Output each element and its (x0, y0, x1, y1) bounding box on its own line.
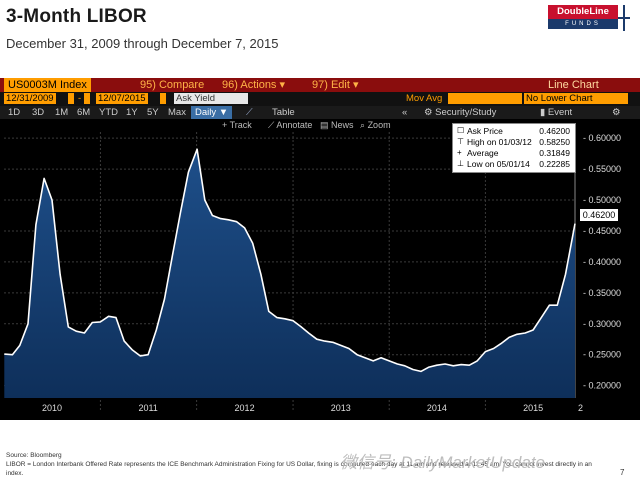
start-cal-icon[interactable] (68, 93, 74, 104)
bloomberg-title-bar: US0003M Index 95) Compare 96) Actions ▾ … (0, 78, 640, 92)
event-button[interactable]: ▮ Event (540, 107, 573, 118)
news-icon: ▤ (320, 120, 329, 130)
menu-actions[interactable]: 96) Actions ▾ (222, 79, 286, 91)
y-tick-label: - 0.20000 (583, 381, 621, 391)
average-icon: + (457, 148, 462, 157)
end-cal-icon-2[interactable] (160, 93, 166, 104)
security-study-button[interactable]: ⚙ Security/Study (424, 107, 497, 118)
y-tick-label: - 0.40000 (583, 257, 621, 267)
bloomberg-period-bar: 1D 3D 1M 6M YTD 1Y 5Y Max Daily ▼ ⟋ Tabl… (0, 106, 640, 119)
x-tick-label-2: 2 (578, 403, 583, 413)
y-tick-label: - 0.50000 (583, 195, 621, 205)
period-1y[interactable]: 1Y (126, 107, 138, 118)
event-icon: ▮ (540, 107, 546, 118)
logo-cross-icon (618, 5, 630, 31)
period-3d[interactable]: 3D (32, 107, 45, 118)
zoom-tool[interactable]: ⌕ Zoom (360, 120, 391, 130)
doubleline-logo: DoubleLine FUNDS (548, 5, 630, 31)
news-tool[interactable]: ▤ News (320, 120, 354, 130)
low-icon: ⊥ (457, 159, 464, 168)
period-max[interactable]: Max (168, 107, 186, 118)
high-icon: ⊤ (457, 137, 464, 146)
chart-mode[interactable]: Line Chart (548, 79, 599, 91)
ask-price-icon: ☐ (457, 126, 465, 135)
page-number: 7 (620, 468, 625, 477)
period-1d[interactable]: 1D (8, 107, 21, 118)
logo-wordmark: DoubleLine (548, 5, 618, 19)
x-tick-label: 2010 (42, 403, 62, 413)
table-button[interactable]: Table (272, 107, 295, 118)
security-ticker[interactable]: US0003M Index (4, 78, 91, 92)
security-study-icon: ⚙ (424, 107, 433, 118)
track-icon: + (222, 120, 228, 130)
date-separator: - (78, 93, 82, 104)
mov-avg-field[interactable] (448, 93, 522, 104)
logo-funds: FUNDS (548, 19, 618, 29)
source-note: Source: Bloomberg (6, 452, 62, 459)
page-title: 3-Month LIBOR (6, 6, 147, 27)
period-1m[interactable]: 1M (55, 107, 69, 118)
x-tick-label: 2013 (331, 403, 351, 413)
chart-legend: ☐ Ask Price 0.46200 ⊤ High on 01/03/12 0… (452, 123, 576, 173)
chart-type-icon[interactable]: ⟋ (246, 107, 253, 118)
x-tick-label: 2014 (427, 403, 447, 413)
start-date-field[interactable]: 12/31/2009 (4, 93, 56, 104)
y-tick-label: - 0.60000 (583, 133, 621, 143)
legend-row-average: + Average 0.31849 (457, 148, 570, 158)
y-tick-label: - 0.35000 (583, 288, 621, 298)
period-6m[interactable]: 6M (77, 107, 91, 118)
x-tick-label: 2011 (138, 403, 157, 413)
series-line (4, 148, 576, 373)
legend-row-ask: ☐ Ask Price 0.46200 (457, 126, 570, 136)
x-tick-label: 2012 (235, 403, 255, 413)
footnote: LIBOR = London Interbank Offered Rate re… (6, 461, 592, 477)
libor-chart: - 0.20000 - 0.25000 - 0.30000 - 0.35000 - 0.… (4, 132, 621, 413)
menu-edit[interactable]: 97) Edit ▾ (312, 79, 359, 91)
y-tick-label: - 0.55000 (583, 164, 621, 174)
menu-compare[interactable]: 95) Compare (140, 79, 205, 91)
watermark: 微信号: DailyMarketUpdate (340, 453, 546, 472)
period-5y[interactable]: 5Y (147, 107, 159, 118)
period-ytd[interactable]: YTD (99, 107, 118, 118)
track-tool[interactable]: + Track (222, 120, 252, 130)
legend-row-high: ⊤ High on 01/03/12 0.58250 (457, 137, 570, 147)
collapse-icon[interactable]: « (402, 107, 408, 118)
frequency-select[interactable]: Daily ▼ (191, 106, 233, 119)
y-tick-label: - 0.45000 (583, 226, 621, 236)
x-tick-label: 2015 (523, 403, 543, 413)
mov-avg-label: Mov Avg (406, 93, 443, 104)
field-select[interactable]: Ask Yield (174, 93, 248, 104)
y-tick-label: - 0.25000 (583, 350, 621, 360)
legend-row-low: ⊥ Low on 05/01/14 0.22285 (457, 159, 570, 169)
bloomberg-options-bar: 12/31/2009 - 12/07/2015 Ask Yield Mov Av… (0, 92, 640, 106)
annotate-tool[interactable]: ⟋ Annotate (268, 120, 313, 130)
series-area (4, 149, 576, 398)
zoom-icon: ⌕ (360, 120, 366, 130)
page-subtitle: December 31, 2009 through December 7, 20… (6, 36, 279, 51)
annotate-icon: ⟋ (268, 120, 275, 130)
end-cal-icon[interactable] (84, 93, 90, 104)
lower-chart-select[interactable]: No Lower Chart (524, 93, 628, 104)
last-value-label: 0.46200 (580, 209, 618, 221)
end-date-field[interactable]: 12/07/2015 (96, 93, 148, 104)
y-tick-label: - 0.30000 (583, 319, 621, 329)
settings-icon[interactable]: ⚙ (612, 107, 621, 118)
